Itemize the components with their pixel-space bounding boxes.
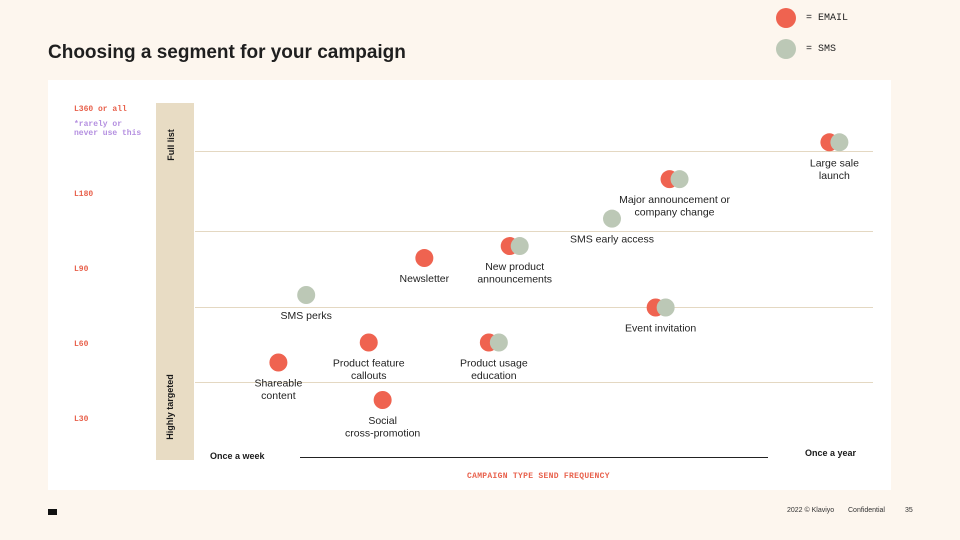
x-axis-line [300,457,768,458]
footer-page-number: 35 [905,507,913,514]
y-tick-l180: L180 [74,190,94,199]
legend-sms: = SMS [776,39,836,59]
y-axis-top-label: Full list [165,129,176,161]
sms-dot-icon [776,39,796,59]
footer-copyright: 2022 © Klaviyo [787,507,835,514]
y-tick-l360: L360 or all [74,105,127,114]
klaviyo-flag-icon [48,509,57,515]
x-axis-start-label: Once a week [210,451,265,461]
email-dot-icon [776,8,796,28]
x-axis-end-label: Once a year [805,448,857,458]
y-note-line: *rarely or [74,120,123,129]
legend-email: = EMAIL [776,8,848,28]
y-note-line: never use this [74,129,142,138]
y-tick-note: *rarely or never use this [74,120,141,138]
page-title: Choosing a segment for your campaign [48,42,406,63]
x-axis-title: CAMPAIGN TYPE SEND FREQUENCY [467,472,610,481]
y-axis-bottom-label: Highly targeted [164,374,175,440]
y-tick-l90: L90 [74,265,89,274]
y-tick-l30: L30 [74,415,89,424]
legend-email-label: = EMAIL [806,12,849,24]
y-axis-bar [156,103,194,460]
legend-sms-label: = SMS [806,43,837,55]
y-tick-l60: L60 [74,340,89,349]
footer-confidential: Confidential [848,507,885,514]
